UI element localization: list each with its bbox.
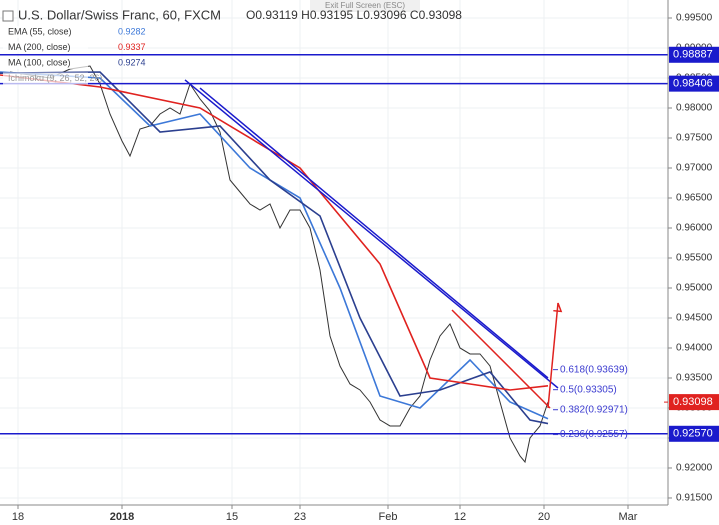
series-line — [0, 71, 549, 420]
series-line — [0, 71, 549, 425]
y-tick-label: 0.96000 — [676, 223, 713, 234]
price-tag — [669, 394, 719, 411]
arrow-head — [553, 302, 563, 313]
symbol-icon — [2, 10, 14, 22]
legend-value: 0.9274 — [118, 57, 146, 67]
trendline — [451, 309, 551, 409]
legend-value: 0.9337 — [118, 42, 146, 52]
x-tick-label: 20 — [538, 511, 550, 523]
ohlc: O0.93119 H0.93195 L0.93096 C0.93098 — [246, 8, 462, 22]
x-tick-label: 18 — [12, 511, 24, 523]
price-tag-label: 0.98887 — [673, 49, 713, 61]
fib-label: 0.382(0.92971) — [560, 404, 628, 415]
y-tick-label: 0.96500 — [676, 193, 713, 204]
y-tick-label: 0.94500 — [676, 313, 713, 324]
y-tick-label: 0.91500 — [676, 493, 713, 504]
x-tick-label: 15 — [226, 511, 238, 523]
y-tick-label: 0.95500 — [676, 253, 713, 264]
legend-label: MA (100, close) — [8, 57, 71, 67]
x-tick-label: Feb — [379, 511, 398, 523]
legend-bg — [3, 57, 88, 69]
y-tick-label: 0.95000 — [676, 283, 713, 294]
price-tag — [669, 425, 719, 442]
price-tag — [669, 75, 719, 92]
x-tick-label: 12 — [454, 511, 466, 523]
series-line — [9, 65, 549, 464]
fib-label: 0.618(0.93639) — [560, 364, 628, 375]
price-tag-label: 0.92570 — [673, 428, 713, 440]
x-tick-label: Mar — [619, 511, 638, 523]
legend-label: EMA (55, close) — [8, 26, 72, 36]
fib-label: 0.5(0.93305) — [560, 384, 617, 395]
y-tick-label: 0.98000 — [676, 103, 713, 114]
price-tag-label: 0.98406 — [673, 78, 713, 90]
arrow — [547, 302, 559, 409]
series-line — [0, 74, 549, 391]
exit-box[interactable] — [310, 0, 420, 12]
legend-value: 0.9282 — [118, 26, 146, 36]
price-tag — [669, 46, 719, 63]
price-tag-label: 0.93098 — [673, 396, 713, 408]
x-tick-label: 23 — [294, 511, 306, 523]
y-tick-label: 0.99500 — [676, 13, 713, 24]
fib-label: 0.236(0.92557) — [560, 429, 628, 440]
trendline — [184, 79, 559, 389]
trendline — [199, 87, 549, 379]
y-tick-label: 0.93500 — [676, 373, 713, 384]
legend-bg — [3, 41, 88, 54]
legend-label: Ichimoku (9, 26, 52, 26) — [8, 73, 103, 83]
legend-bg — [3, 26, 88, 38]
y-tick-label: 0.94000 — [676, 343, 713, 354]
y-tick-label: 0.92000 — [676, 463, 713, 474]
exit-label[interactable]: Exit Full Screen (ESC) — [325, 1, 405, 10]
legend-label: MA (200, close) — [8, 42, 71, 52]
y-tick-label: 0.97500 — [676, 133, 713, 144]
chart-title: U.S. Dollar/Swiss Franc, 60, FXCM — [18, 7, 221, 22]
legend-bg — [3, 72, 88, 85]
y-tick-label: 0.97000 — [676, 163, 713, 174]
x-tick-label: 2018 — [110, 511, 134, 523]
